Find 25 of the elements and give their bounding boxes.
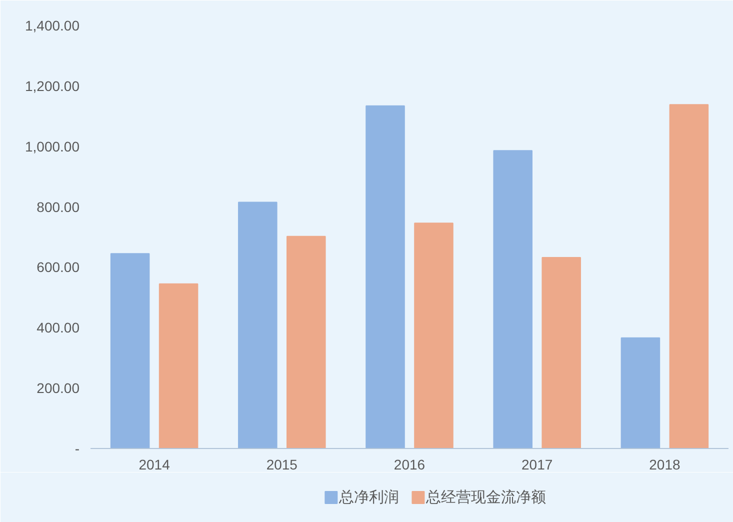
y-tick-label: 1,200.00	[25, 78, 80, 94]
bar	[493, 150, 532, 448]
bar	[158, 283, 198, 448]
x-tick-label: 2014	[138, 456, 170, 472]
bar	[620, 337, 660, 448]
y-tick-label: 800.00	[36, 198, 80, 215]
x-tick-label: 2018	[649, 456, 680, 472]
legend-label: 总净利润	[338, 489, 399, 506]
x-tick-label: 2016	[394, 456, 426, 472]
bar	[669, 104, 709, 448]
y-tick-label: 1,400.00	[25, 18, 80, 34]
bar	[286, 236, 326, 448]
bar	[542, 257, 581, 448]
legend-label: 总经营现金流净额	[425, 489, 546, 506]
bar	[110, 253, 150, 448]
x-tick-label: 2017	[522, 456, 553, 472]
y-tick-label: 1,000.00	[25, 138, 80, 154]
bar	[366, 105, 405, 448]
bar	[414, 222, 454, 448]
y-tick-label: 200.00	[36, 380, 80, 396]
y-tick-label: 600.00	[36, 259, 80, 276]
bar	[238, 202, 278, 448]
x-tick-label: 2015	[266, 456, 298, 472]
y-tick-label: 400.00	[36, 320, 80, 336]
y-tick-label: -	[74, 440, 80, 456]
